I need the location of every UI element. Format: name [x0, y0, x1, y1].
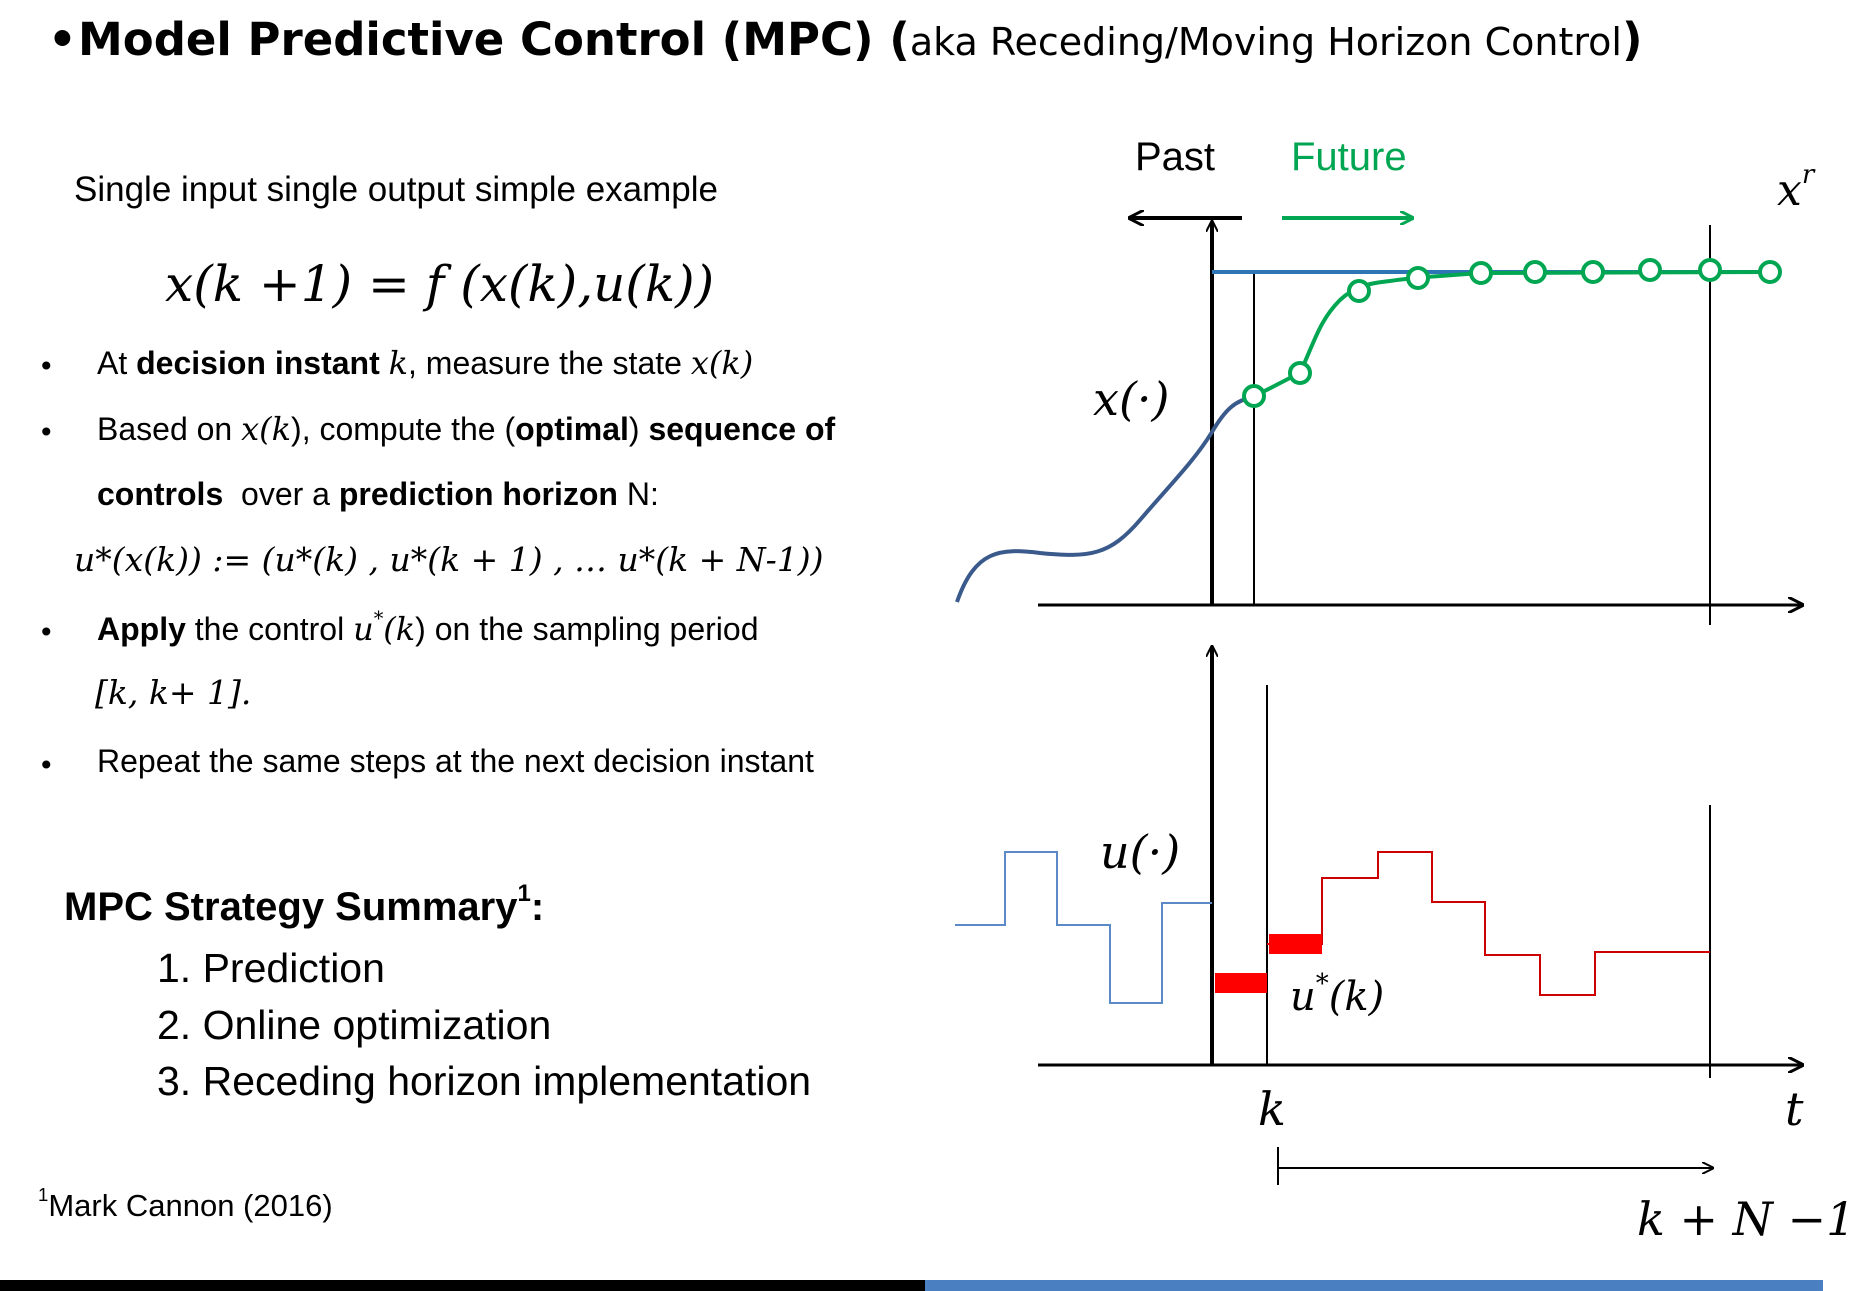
summary-item: 1. Prediction: [157, 945, 385, 991]
title-bullet: •: [48, 13, 77, 66]
footer-bar-blue: [925, 1280, 1823, 1291]
intro-text: Single input single output simple exampl…: [74, 170, 718, 209]
reference-label: xr: [1777, 160, 1816, 216]
bullet-text: ) on the sampling period: [415, 611, 759, 647]
bullet-math: x: [241, 410, 260, 448]
predicted-state-point: [1406, 266, 1430, 290]
title-aka: aka Receding/Moving Horizon Control: [909, 20, 1622, 64]
past-label: Past: [1135, 135, 1215, 179]
bullet-marker: •: [38, 616, 55, 649]
equation-lhs: x(k +1): [165, 255, 353, 313]
summary-item: 2. Online optimization: [157, 1002, 552, 1048]
footer-bar-dark: [0, 1280, 925, 1291]
bullet-math: (: [708, 344, 722, 382]
planned-input-staircase: [1267, 851, 1710, 996]
bullet-text: Based on: [97, 411, 242, 447]
bullet-math: k: [271, 410, 292, 448]
t-label: t: [1785, 1082, 1804, 1136]
bullet-apply-control: Apply the control u*(k) on the sampling …: [97, 606, 759, 648]
predicted-state-point: [1638, 258, 1662, 282]
bullet-text: N:: [617, 476, 659, 512]
control-sequence-equation: u*(x(k)) := (u*(k) , u*(k + 1) , … u*(k …: [74, 540, 824, 579]
summary-title-text: MPC Strategy Summary: [64, 885, 518, 929]
predicted-state-point: [1523, 260, 1547, 284]
equation-equals: =: [352, 255, 426, 313]
past-state-curve: [955, 395, 1255, 603]
bullet-marker: •: [38, 416, 55, 449]
bullet-bold: sequence of: [648, 411, 836, 447]
predicted-state-point: [1758, 260, 1782, 284]
bullet-math: k: [388, 344, 408, 382]
bullet-math: (: [259, 410, 272, 448]
bullet-repeat: Repeat the same steps at the next decisi…: [97, 743, 814, 779]
bullet-decision-instant: At decision instant k, measure the state…: [97, 344, 753, 382]
title-close: ): [1621, 13, 1643, 66]
bullet-compute-sequence: Based on x(k), compute the (optimal) seq…: [97, 410, 835, 448]
slide-title: •Model Predictive Control (MPC) (aka Rec…: [48, 12, 1643, 70]
predicted-state-point: [1581, 260, 1605, 284]
input-label: u(·): [1100, 825, 1180, 879]
predicted-state-point: [1242, 384, 1266, 408]
summary-title: MPC Strategy Summary1:: [64, 881, 545, 930]
bullet-text: the control: [185, 611, 354, 647]
predicted-state-point: [1698, 258, 1722, 282]
horizon-label: k + N −1: [1637, 1192, 1855, 1246]
bullet-math: k: [395, 610, 416, 648]
bullet-text: ): [628, 411, 649, 447]
bullet-math: k: [721, 344, 741, 382]
optimal-input-label-arg: (k): [1329, 974, 1384, 1020]
bullet-marker: •: [38, 350, 55, 383]
bullet-marker: •: [38, 749, 55, 782]
bullet-bold: decision instant: [136, 345, 389, 381]
predicted-state-point: [1288, 361, 1312, 385]
predicted-state-point: [1347, 279, 1371, 303]
dynamics-equation: x(k +1) = f (x(k),u(k)): [165, 255, 714, 313]
bullet-math: ): [740, 344, 754, 382]
title-main: Model Predictive Control (MPC) (: [78, 13, 910, 66]
bullet-math: u: [353, 610, 374, 648]
bullet-text: At: [97, 345, 137, 381]
summary-footnote-mark: 1: [517, 879, 531, 907]
bullet-text: , measure the state: [408, 345, 691, 381]
bullet-bold: controls: [97, 476, 224, 512]
bullet-math: x: [690, 344, 709, 382]
reference-label-sup: r: [1802, 160, 1816, 190]
reference-label-main: x: [1777, 165, 1802, 216]
k-label: k: [1258, 1082, 1286, 1136]
footnote: 1Mark Cannon (2016): [38, 1185, 333, 1224]
bullet-bold: prediction horizon: [338, 476, 618, 512]
past-input-staircase: [955, 851, 1212, 1004]
bullet-compute-sequence-cont: controls over a prediction horizon N:: [97, 476, 659, 513]
summary-item: 3. Receding horizon implementation: [157, 1058, 812, 1104]
bullet-math: *: [373, 606, 384, 630]
bullet-text: ), compute the (: [291, 411, 516, 447]
optimal-input-label-sup: *: [1316, 969, 1329, 999]
bullet-math: (: [383, 610, 396, 648]
future-label: Future: [1291, 135, 1407, 179]
bullet-bold: optimal: [515, 411, 629, 447]
predicted-state-points: [1242, 258, 1782, 408]
optimal-input-label: u*(k): [1290, 969, 1384, 1020]
optimal-input-label-main: u: [1290, 974, 1316, 1020]
sampling-interval: [k, k+ 1].: [95, 673, 252, 712]
state-label: x(·): [1093, 372, 1169, 426]
footnote-text: Mark Cannon (2016): [48, 1188, 333, 1223]
predicted-state-point: [1469, 261, 1493, 285]
bullet-text: over a: [223, 476, 339, 512]
equation-rhs: f (x(k),u(k)): [425, 255, 715, 313]
summary-colon: :: [530, 885, 545, 929]
footnote-mark: 1: [38, 1183, 49, 1205]
bullet-bold: Apply: [97, 611, 186, 647]
predicted-state-curve: [1253, 270, 1771, 398]
